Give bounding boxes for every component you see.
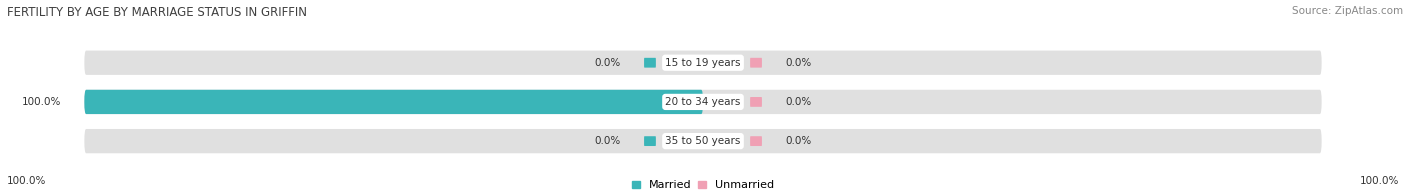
Text: 100.0%: 100.0% xyxy=(21,97,60,107)
FancyBboxPatch shape xyxy=(84,90,1322,114)
FancyBboxPatch shape xyxy=(644,58,655,68)
Text: 0.0%: 0.0% xyxy=(786,97,811,107)
Text: 0.0%: 0.0% xyxy=(595,58,620,68)
FancyBboxPatch shape xyxy=(84,129,1322,153)
Text: 20 to 34 years: 20 to 34 years xyxy=(665,97,741,107)
Text: FERTILITY BY AGE BY MARRIAGE STATUS IN GRIFFIN: FERTILITY BY AGE BY MARRIAGE STATUS IN G… xyxy=(7,6,307,19)
Text: 100.0%: 100.0% xyxy=(1360,176,1399,186)
Text: 0.0%: 0.0% xyxy=(595,136,620,146)
FancyBboxPatch shape xyxy=(644,136,655,146)
FancyBboxPatch shape xyxy=(751,136,762,146)
Text: 35 to 50 years: 35 to 50 years xyxy=(665,136,741,146)
Text: 0.0%: 0.0% xyxy=(786,58,811,68)
FancyBboxPatch shape xyxy=(644,97,655,107)
FancyBboxPatch shape xyxy=(751,97,762,107)
Text: Source: ZipAtlas.com: Source: ZipAtlas.com xyxy=(1292,6,1403,16)
FancyBboxPatch shape xyxy=(84,90,703,114)
Text: 15 to 19 years: 15 to 19 years xyxy=(665,58,741,68)
Legend: Married, Unmarried: Married, Unmarried xyxy=(631,181,775,191)
Text: 100.0%: 100.0% xyxy=(7,176,46,186)
FancyBboxPatch shape xyxy=(84,51,1322,75)
Text: 0.0%: 0.0% xyxy=(786,136,811,146)
FancyBboxPatch shape xyxy=(751,58,762,68)
